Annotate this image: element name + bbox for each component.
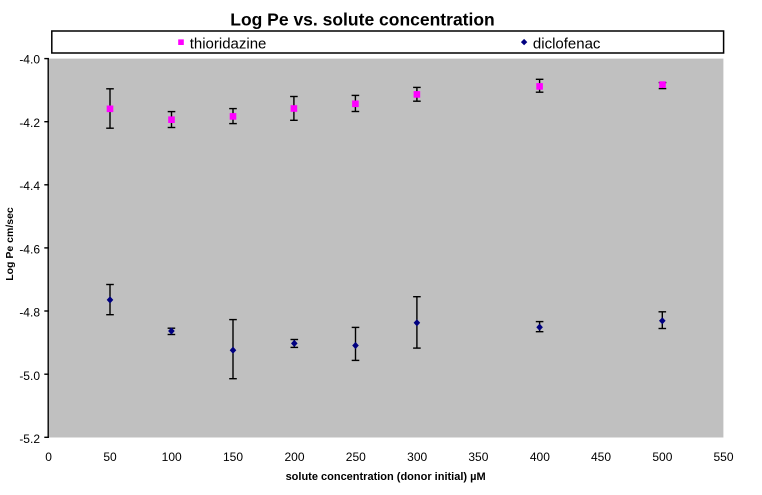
- svg-text:150: 150: [223, 450, 243, 464]
- svg-text:-5.0: -5.0: [19, 369, 40, 383]
- svg-text:550: 550: [713, 450, 733, 464]
- svg-text:-5.2: -5.2: [19, 432, 40, 446]
- svg-text:100: 100: [162, 450, 182, 464]
- svg-text:-4.8: -4.8: [19, 306, 40, 320]
- svg-text:-4.0: -4.0: [19, 53, 40, 67]
- svg-text:Log Pe cm/sec: Log Pe cm/sec: [4, 207, 16, 281]
- svg-text:-4.6: -4.6: [19, 242, 40, 256]
- svg-text:300: 300: [407, 450, 427, 464]
- svg-text:Log Pe vs. solute concentratio: Log Pe vs. solute concentration: [230, 10, 495, 30]
- svg-text:400: 400: [530, 450, 550, 464]
- svg-text:0: 0: [45, 450, 52, 464]
- svg-text:thioridazine: thioridazine: [190, 36, 267, 53]
- svg-text:200: 200: [284, 450, 304, 464]
- svg-text:50: 50: [103, 450, 117, 464]
- svg-text:500: 500: [652, 450, 672, 464]
- svg-text:350: 350: [468, 450, 488, 464]
- svg-text:250: 250: [346, 450, 366, 464]
- svg-text:450: 450: [591, 450, 611, 464]
- svg-text:-4.4: -4.4: [19, 179, 40, 193]
- svg-text:solute concentration (donor in: solute concentration (donor initial) µM: [286, 471, 486, 483]
- svg-text:-4.2: -4.2: [19, 116, 40, 130]
- svg-text:diclofenac: diclofenac: [533, 36, 601, 53]
